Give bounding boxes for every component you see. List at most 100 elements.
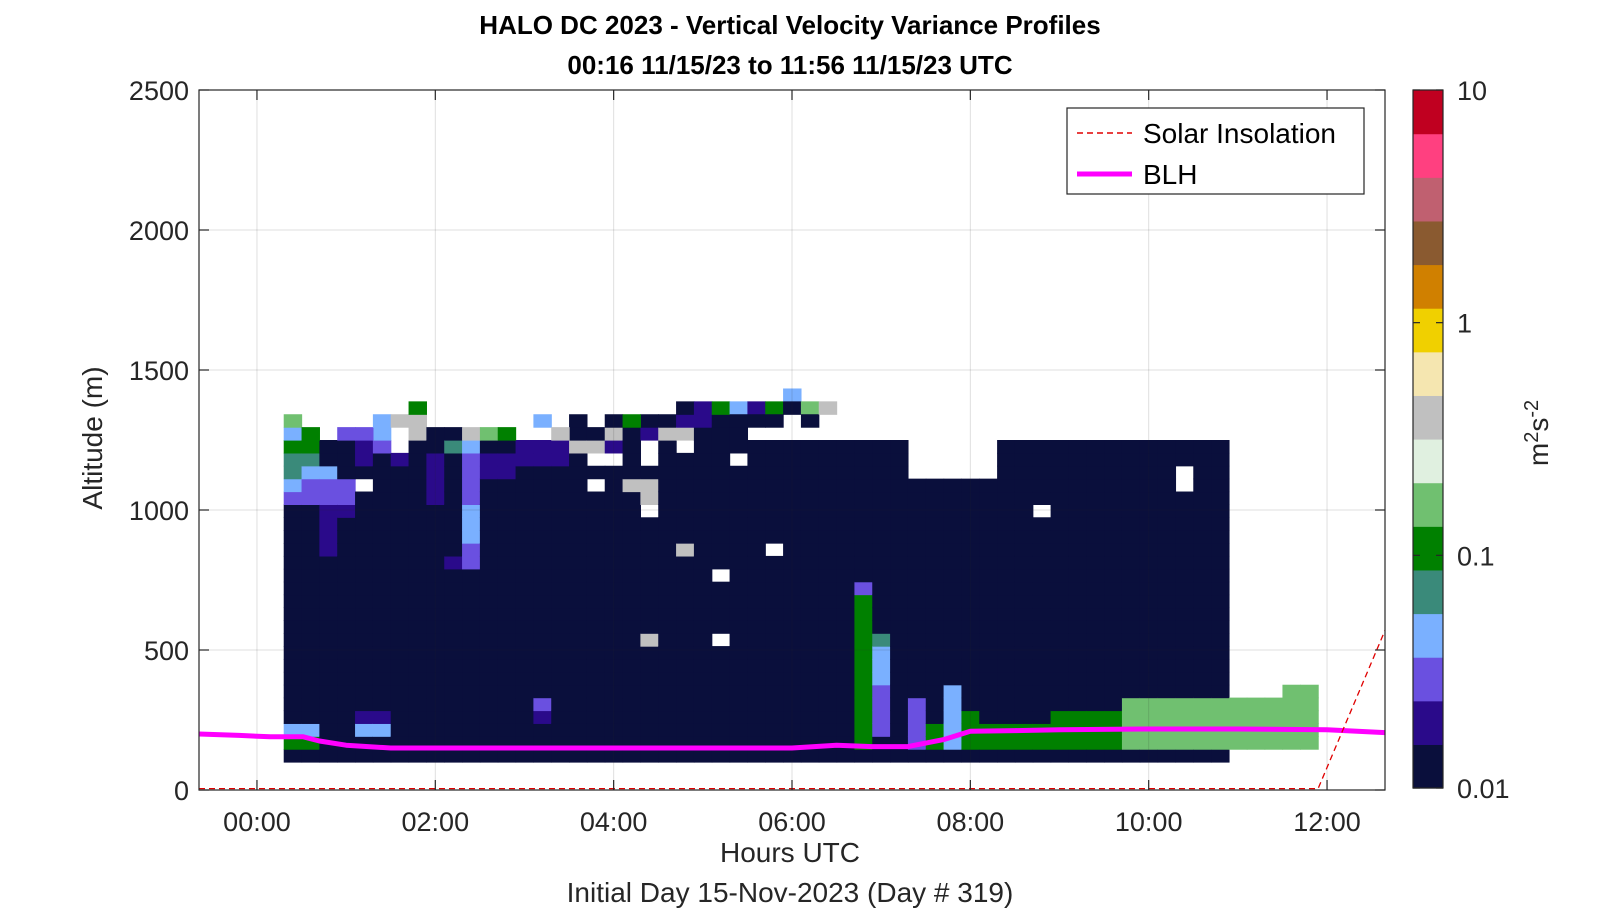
heatmap-cell [426,749,445,763]
heatmap-cell [444,710,463,724]
heatmap-cell [1014,555,1034,570]
heatmap-cell [569,671,588,686]
heatmap-cell [1068,594,1087,609]
heatmap-cell [997,697,1016,712]
heatmap-cell [497,530,517,544]
heatmap-cell [533,465,552,480]
heatmap-cell [390,620,410,634]
heatmap-cell [1211,478,1230,493]
heatmap-cell [640,414,659,428]
heatmap-cell [890,633,909,647]
heatmap-cell [1032,620,1052,634]
heatmap-cell [890,543,909,557]
heatmap-cell [569,581,588,596]
heatmap-cell [676,491,695,505]
heatmap-cell [586,646,606,660]
heatmap-cell [586,620,606,634]
heatmap-cell [533,581,552,596]
heatmap-cell [1014,530,1034,544]
heatmap-cell [372,749,392,763]
heatmap-cell [943,684,963,699]
heatmap-cell [907,568,927,583]
heatmap-cell [390,671,410,686]
heatmap-cell [462,452,481,467]
heatmap-cell [1211,440,1230,454]
colorbar-segment [1413,90,1443,135]
heatmap-cell [569,749,588,763]
heatmap-cell [854,465,873,480]
heatmap-cell [1068,568,1087,583]
heatmap-cell [1139,736,1159,750]
heatmap-cell [925,607,945,621]
heatmap-cell [1014,658,1034,673]
heatmap-cell [1014,543,1034,557]
heatmap-cell [1050,452,1070,467]
heatmap-cell [1175,607,1194,621]
heatmap-cell [711,684,731,699]
heatmap-cell [925,543,945,557]
heatmap-cell [747,697,766,712]
heatmap-cell [551,491,570,505]
heatmap-cell [497,491,517,505]
heatmap-cell [1211,697,1230,712]
heatmap-cell [1211,710,1230,724]
heatmap-cell [426,543,445,557]
heatmap-cell [1086,465,1105,480]
heatmap-cell [1050,440,1070,454]
heatmap-cell [551,530,570,544]
heatmap-cell [747,440,766,454]
heatmap-cell [836,555,856,570]
heatmap-cell [693,504,713,518]
heatmap-cell [515,478,534,493]
heatmap-cell [372,530,392,544]
heatmap-cell [1050,530,1070,544]
heatmap-cell [586,723,606,737]
heatmap-cell [1086,658,1105,673]
heatmap-cell [622,697,642,712]
heatmap-cell [925,684,945,699]
heatmap-cell [301,530,320,544]
heatmap-cell [961,543,980,557]
heatmap-cell [997,607,1016,621]
heatmap-cell [1157,452,1177,467]
heatmap-cell [943,568,963,583]
heatmap-cell [800,478,820,493]
heatmap-cell [551,581,570,596]
heatmap-cell [1068,697,1087,712]
heatmap-cell [444,607,463,621]
heatmap-cell [319,607,338,621]
heatmap-cell [301,568,320,583]
heatmap-cell [658,684,677,699]
heatmap-cell [800,658,820,673]
heatmap-cell [729,568,749,583]
heatmap-cell [551,749,570,763]
heatmap-cell [818,594,838,609]
heatmap-cell [676,697,695,712]
heatmap-cell [658,555,677,570]
heatmap-cell [408,723,427,737]
heatmap-cell [925,478,945,493]
heatmap-cell [337,658,356,673]
heatmap-cell [337,568,356,583]
heatmap-cell [1157,440,1177,454]
heatmap-cell [1139,620,1159,634]
heatmap-cell [747,414,766,428]
heatmap-cell [711,581,731,596]
heatmap-cell [622,633,642,647]
heatmap-cell [444,504,463,518]
heatmap-cell [800,491,820,505]
heatmap-cell [925,620,945,634]
heatmap-cell [818,671,838,686]
heatmap-cell [515,440,534,454]
heatmap-cell [337,427,356,441]
heatmap-cell [337,697,356,712]
heatmap-cell [408,401,427,415]
heatmap-cell [569,633,588,647]
heatmap-cell [1014,504,1034,518]
heatmap-cell [943,671,963,686]
heatmap-cell [836,646,856,660]
heatmap-cell [693,671,713,686]
heatmap-cell [462,478,481,493]
heatmap-cell [426,594,445,609]
heatmap-cell [551,517,570,531]
